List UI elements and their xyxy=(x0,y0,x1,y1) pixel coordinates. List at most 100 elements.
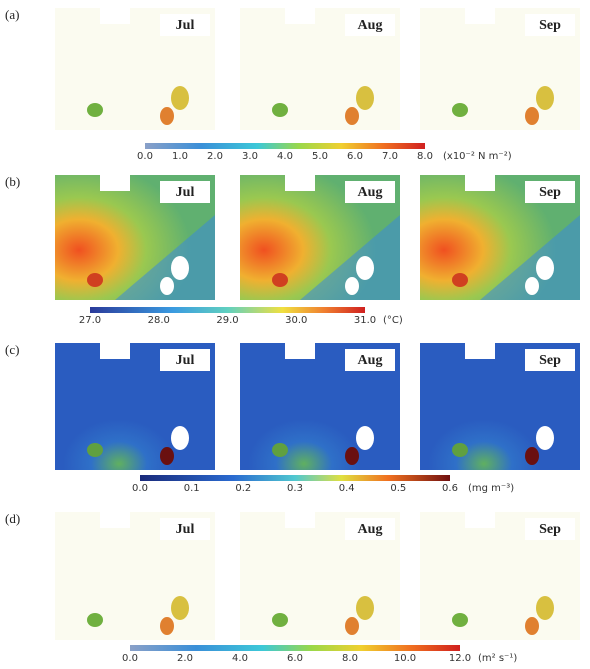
colorbar-tick-label: 0.2 xyxy=(235,483,251,494)
island xyxy=(356,426,374,450)
land xyxy=(100,8,130,24)
month-label: Aug xyxy=(358,522,383,537)
colorbar-tick-label: 6.0 xyxy=(287,653,303,664)
colorbar-tick-label: 30.0 xyxy=(285,315,307,326)
map: Jul xyxy=(55,175,215,300)
colorbar-tick-label: 7.0 xyxy=(382,151,398,162)
colorbar-tick-label: 1.0 xyxy=(172,151,188,162)
month-label: Aug xyxy=(358,18,383,33)
island xyxy=(160,107,174,125)
island xyxy=(171,256,189,280)
colorbar xyxy=(145,143,425,149)
island xyxy=(171,86,189,110)
map: Aug xyxy=(240,343,400,470)
month-box xyxy=(160,518,210,540)
month-box xyxy=(160,349,210,371)
island xyxy=(525,277,539,295)
month-box xyxy=(525,181,575,203)
month-box xyxy=(160,14,210,36)
colorbar-tick-label: 0.6 xyxy=(442,483,458,494)
map: Sep xyxy=(420,512,580,640)
map: Sep xyxy=(420,8,580,130)
island xyxy=(345,107,359,125)
colorbar-tick-label: 2.0 xyxy=(207,151,223,162)
colorbar-unit: (°C) xyxy=(383,315,403,326)
month-label: Sep xyxy=(539,18,561,33)
panel-label: (b) xyxy=(5,174,20,189)
island xyxy=(345,277,359,295)
island xyxy=(345,447,359,465)
land xyxy=(285,8,315,24)
island xyxy=(272,613,288,627)
island xyxy=(356,596,374,620)
island xyxy=(160,447,174,465)
map: Jul xyxy=(55,8,215,130)
month-box xyxy=(525,349,575,371)
cool-water xyxy=(480,215,580,300)
island xyxy=(356,86,374,110)
colorbar xyxy=(90,307,365,313)
month-label: Jul xyxy=(176,185,195,200)
colorbar-tick-label: 27.0 xyxy=(79,315,101,326)
island xyxy=(525,107,539,125)
map: Aug xyxy=(240,8,400,130)
colorbar-tick-label: 4.0 xyxy=(277,151,293,162)
island xyxy=(272,273,288,287)
island xyxy=(356,256,374,280)
island xyxy=(452,443,468,457)
colorbar-tick-label: 28.0 xyxy=(148,315,170,326)
map: Aug xyxy=(240,175,400,300)
island xyxy=(536,86,554,110)
island xyxy=(536,426,554,450)
colorbar-unit: (mg m⁻³) xyxy=(468,483,514,494)
map: Jul xyxy=(55,343,215,470)
month-box xyxy=(345,14,395,36)
month-box xyxy=(525,518,575,540)
map: Sep xyxy=(420,175,580,300)
island xyxy=(452,273,468,287)
island xyxy=(87,443,103,457)
colorbar xyxy=(130,645,460,651)
island xyxy=(525,617,539,635)
panel-label: (d) xyxy=(5,511,20,526)
land xyxy=(465,512,495,528)
island xyxy=(536,256,554,280)
month-label: Jul xyxy=(176,353,195,368)
land xyxy=(465,175,495,191)
land xyxy=(285,343,315,359)
island xyxy=(171,596,189,620)
colorbar-tick-label: 0.1 xyxy=(184,483,200,494)
island xyxy=(272,103,288,117)
map: Aug xyxy=(240,512,400,640)
island xyxy=(160,277,174,295)
cool-water xyxy=(300,215,400,300)
colorbar-unit: (m² s⁻¹) xyxy=(478,653,517,664)
colorbar-tick-label: 10.0 xyxy=(394,653,416,664)
island xyxy=(171,426,189,450)
map: Jul xyxy=(55,512,215,640)
colorbar-tick-label: 3.0 xyxy=(242,151,258,162)
month-box xyxy=(345,181,395,203)
month-label: Aug xyxy=(358,185,383,200)
island xyxy=(452,103,468,117)
colorbar-tick-label: 4.0 xyxy=(232,653,248,664)
island xyxy=(452,613,468,627)
colorbar-tick-label: 0.0 xyxy=(137,151,153,162)
month-box xyxy=(345,518,395,540)
land xyxy=(285,175,315,191)
colorbar-tick-label: 2.0 xyxy=(177,653,193,664)
colorbar-tick-label: 6.0 xyxy=(347,151,363,162)
land xyxy=(465,8,495,24)
island xyxy=(536,596,554,620)
map: Sep xyxy=(420,343,580,470)
colorbar-tick-label: 8.0 xyxy=(342,653,358,664)
land xyxy=(100,343,130,359)
panel-label: (a) xyxy=(5,7,19,22)
island xyxy=(87,103,103,117)
island xyxy=(160,617,174,635)
island xyxy=(345,617,359,635)
colorbar-tick-label: 5.0 xyxy=(312,151,328,162)
land xyxy=(100,512,130,528)
land xyxy=(285,512,315,528)
